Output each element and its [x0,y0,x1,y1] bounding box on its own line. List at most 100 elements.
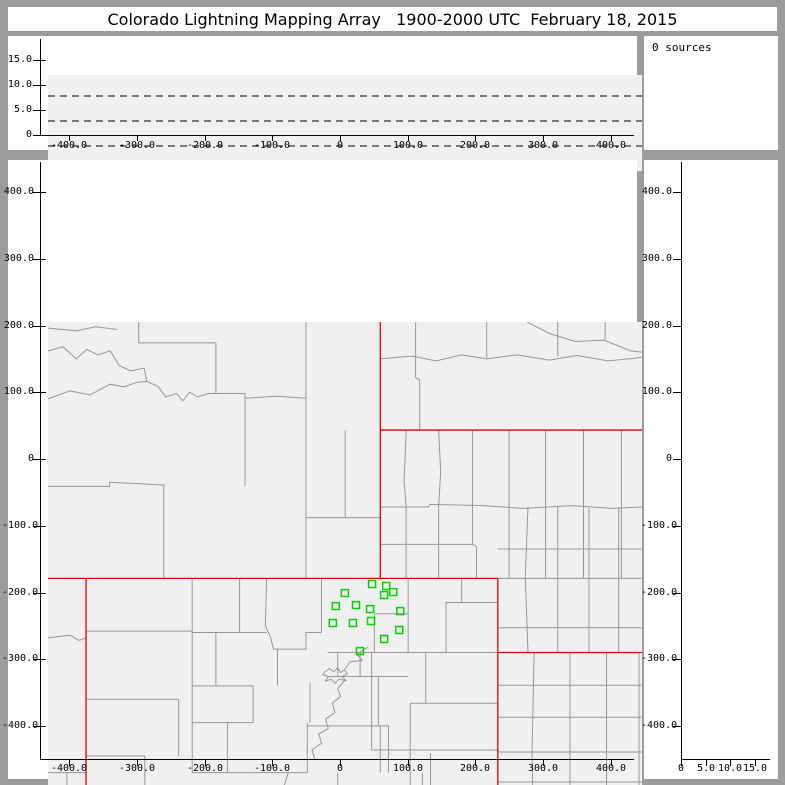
north-south-tick-label: 200.0 [641,320,672,331]
north-south-tick-label: -300.0 [641,653,678,664]
north-south-tick-label: -200.0 [641,587,678,598]
map-east-west-tick [69,760,70,766]
right-panel-x-axis [681,759,770,760]
map-north-south-tick [33,726,46,727]
county-line [404,430,406,507]
altitude-tick-label: 15.0 [742,763,768,774]
east-west-tick [611,135,612,141]
sources-count-label: 0 sources [652,41,712,54]
altitude-tick-label: 15.0 [7,54,32,65]
east-west-tick [272,135,273,141]
county-line [48,482,164,486]
map-north-south-tick [33,593,46,594]
county-line [532,653,534,785]
altitude-tick-label: 10.0 [717,763,743,774]
lma-station-marker [369,581,376,588]
map-east-west-tick [408,760,409,766]
map-east-west-tick [205,760,206,766]
north-south-tick [673,526,681,527]
east-west-tick-label: -200.0 [186,140,224,151]
map-east-west-tick [611,760,612,766]
map-east-west-tick-label: 400.0 [595,763,627,774]
county-line [306,632,322,649]
altitude-tick-label: 5.0 [13,104,32,115]
north-south-tick-label: -100.0 [641,520,678,531]
county-line [416,322,420,429]
map-east-west-tick-label: -100.0 [253,763,291,774]
map-north-south-tick-label: 300.0 [3,253,34,264]
map-x-axis [40,759,634,760]
north-south-tick [673,326,681,327]
map-east-west-tick-label: 300.0 [527,763,559,774]
map-north-south-tick-label: 0 [27,453,34,464]
map-east-west-tick [475,760,476,766]
ew-altitude-panel [8,36,642,171]
map-north-south-tick [33,526,46,527]
county-line [380,504,641,508]
lma-station-marker [381,592,388,599]
lma-station-marker [381,636,388,643]
map-east-west-tick-label: 200.0 [459,763,491,774]
lma-station-marker [349,620,356,627]
map-y-axis [40,162,41,760]
map-north-south-tick-label: 400.0 [3,186,34,197]
county-line [48,327,117,331]
east-west-tick-label: -300.0 [118,140,156,151]
east-west-tick [69,135,70,141]
east-west-tick-label: 0 [336,140,344,151]
lma-station-marker [332,603,339,610]
county-line [345,647,369,670]
map-north-south-tick [33,459,46,460]
north-south-tick-label: -400.0 [641,720,678,731]
east-west-tick-label: -100.0 [253,140,291,151]
altitude-tick [33,110,46,111]
title-bar: Colorado Lightning Mapping Array 1900-20… [8,7,777,31]
map-east-west-tick-label: -200.0 [186,763,224,774]
county-line [312,681,344,760]
map-east-west-tick [272,760,273,766]
county-line [323,668,347,683]
county-line [527,322,641,352]
east-west-tick-label: 200.0 [459,140,491,151]
lma-station-marker [390,589,397,596]
lma-station-marker [383,583,390,590]
map-north-south-tick [33,392,46,393]
altitude-tick [706,760,707,766]
north-south-tick-label: 300.0 [641,253,672,264]
county-line [472,507,476,578]
map-north-south-tick [33,659,46,660]
east-west-tick [408,135,409,141]
map-north-south-tick-label: -100.0 [2,520,39,531]
map-east-west-tick-label: -300.0 [118,763,156,774]
map-east-west-tick-label: 100.0 [392,763,424,774]
map-east-west-tick-label: 0 [336,763,344,774]
north-south-tick [673,392,681,393]
map-east-west-tick [137,760,138,766]
map-north-south-tick-label: 100.0 [3,386,34,397]
map-north-south-tick-label: -300.0 [2,653,39,664]
altitude-tick-label: 0 [677,763,685,774]
altitude-tick [33,60,46,61]
north-south-tick [673,726,681,727]
altitude-tick-label: 5.0 [696,763,716,774]
county-line [48,635,86,640]
county-line [48,347,216,401]
top-panel-x-axis [40,135,634,136]
map-north-south-tick [33,326,46,327]
north-south-tick-label: 0 [665,453,672,464]
altitude-tick-label: 0 [25,129,32,140]
map-east-west-tick-label: -400.0 [50,763,88,774]
altitude-tick-label: 10.0 [7,79,32,90]
altitude-tick [33,135,46,136]
east-west-tick-label: 400.0 [595,140,627,151]
map-north-south-tick-label: 200.0 [3,320,34,331]
north-south-tick [673,459,681,460]
county-line [380,355,641,361]
lma-station-marker [368,618,375,625]
top-panel-y-axis [40,39,41,136]
lma-station-marker [341,590,348,597]
altitude-tick [681,760,682,766]
north-south-tick [673,593,681,594]
map-north-south-tick-label: -400.0 [2,720,39,731]
